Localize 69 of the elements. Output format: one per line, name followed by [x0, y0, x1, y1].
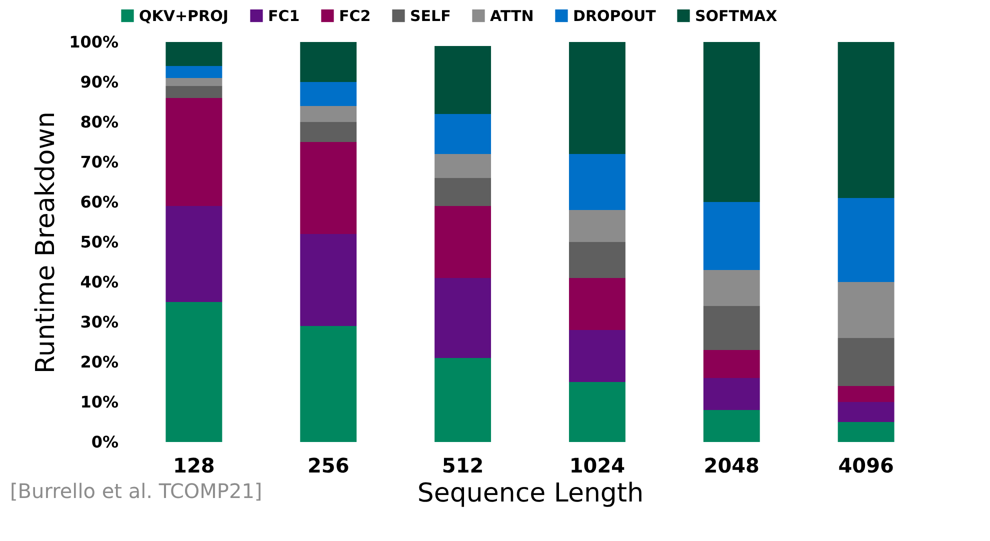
- bar: [703, 350, 760, 378]
- y-tick-label: 90%: [80, 72, 118, 92]
- x-tick-label: 1024: [569, 454, 626, 478]
- bar: [838, 338, 894, 386]
- y-tick-label: 50%: [80, 232, 118, 252]
- legend-label: SELF: [410, 6, 451, 25]
- bar: [300, 82, 357, 106]
- bar: [166, 42, 222, 66]
- y-tick-label: 100%: [69, 32, 118, 52]
- bar: [703, 378, 760, 410]
- bar: [166, 86, 222, 98]
- bar: [166, 206, 222, 302]
- bar: [838, 402, 894, 422]
- bar: [434, 154, 492, 178]
- bar: [434, 46, 492, 114]
- bar: [568, 42, 626, 154]
- bar: [838, 422, 894, 442]
- bar: [300, 326, 357, 442]
- bar: [838, 386, 894, 402]
- y-tick-label: 70%: [80, 152, 118, 172]
- bar: [838, 282, 894, 338]
- legend-label: DROPOUT: [573, 6, 657, 25]
- bar: [434, 114, 492, 154]
- legend-label: SOFTMAX: [695, 6, 778, 25]
- bar: [568, 242, 626, 278]
- bar: [703, 42, 760, 202]
- x-tick-label: 256: [307, 454, 350, 478]
- bar: [703, 306, 760, 350]
- bar: [703, 410, 760, 442]
- bar: [166, 302, 222, 442]
- x-tick-label: 4096: [838, 454, 894, 478]
- legend-label: QKV+PROJ: [139, 6, 228, 25]
- bar: [434, 206, 492, 278]
- x-tick-label: 2048: [704, 454, 760, 478]
- x-tick-label: 128: [173, 454, 215, 478]
- bar: [166, 78, 222, 86]
- text: [Burrello et al. TCOMP21]: [10, 479, 262, 503]
- bar: [300, 142, 357, 234]
- bar: [300, 42, 357, 82]
- y-tick-label: 30%: [80, 312, 118, 332]
- bar: [838, 42, 894, 198]
- bar: [434, 358, 492, 442]
- bar: [703, 202, 760, 270]
- y-tick-label: 0%: [91, 432, 118, 452]
- x-tick-label: 512: [442, 454, 484, 478]
- legend-label: FC2: [339, 6, 371, 25]
- bar: [568, 330, 626, 382]
- bar: [166, 98, 222, 206]
- bar: [300, 106, 357, 122]
- y-tick-label: 40%: [80, 272, 118, 292]
- bar: [568, 382, 626, 442]
- bar: [166, 66, 222, 78]
- y-tick-label: 20%: [80, 352, 118, 372]
- bar: [300, 234, 357, 326]
- legend-label: ATTN: [490, 6, 534, 25]
- bar: [568, 278, 626, 330]
- bar: [434, 178, 492, 206]
- bar: [300, 122, 357, 142]
- bar: [703, 270, 760, 306]
- bar: [568, 154, 626, 210]
- y-tick-label: 60%: [80, 192, 118, 212]
- bar: [568, 210, 626, 242]
- y-axis-title: Runtime Breakdown: [31, 112, 62, 374]
- bar: [434, 278, 492, 358]
- x-axis-title: Sequence Length: [417, 478, 644, 508]
- bar: [838, 198, 894, 282]
- y-tick-label: 10%: [80, 392, 118, 412]
- y-tick-label: 80%: [80, 112, 118, 132]
- legend-label: FC1: [268, 6, 300, 25]
